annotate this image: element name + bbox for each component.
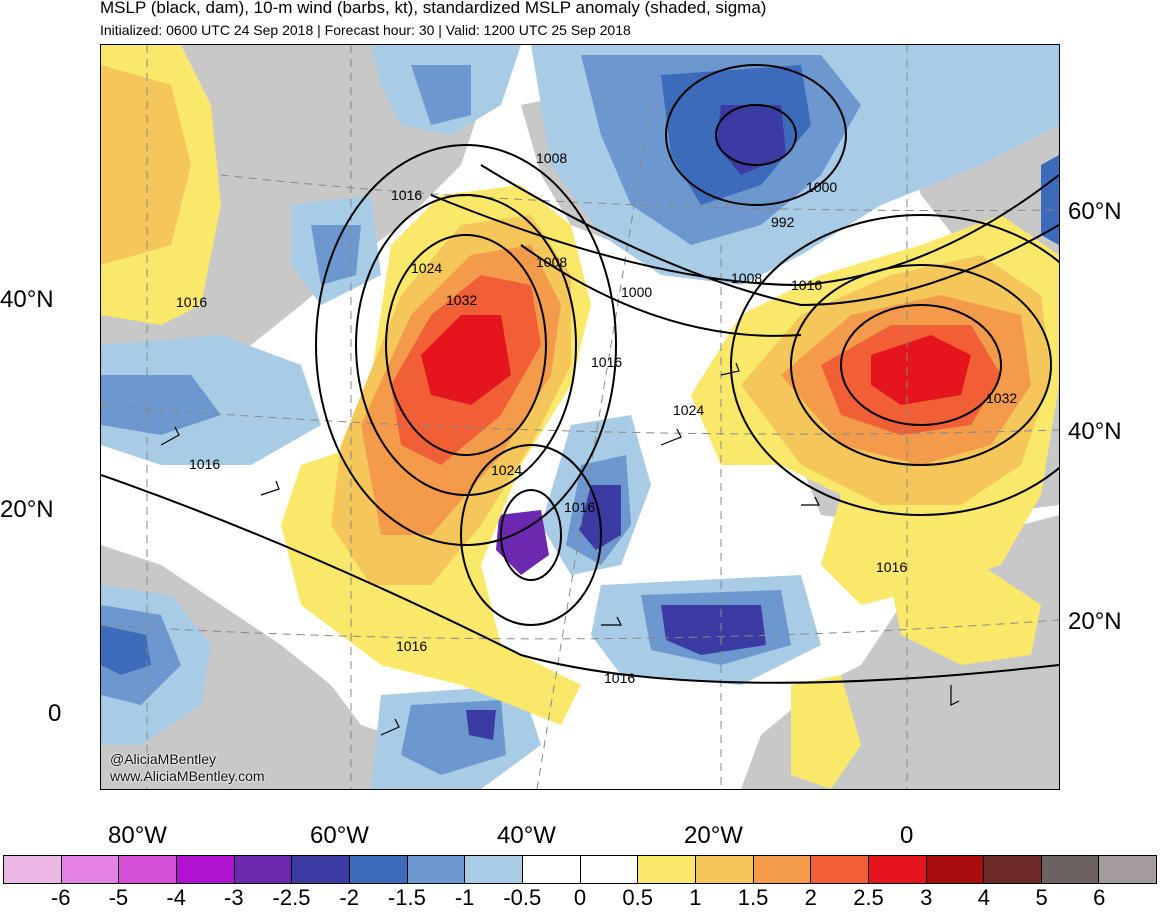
contour-label: 1016 (391, 187, 422, 203)
contour-label: 1016 (876, 559, 907, 575)
contour-label: 1016 (564, 499, 595, 515)
colorbar-swatch (407, 856, 466, 883)
left-lat-label: 40°N (0, 286, 54, 313)
colorbar-tick-label: -2.5 (272, 885, 311, 910)
isobars (101, 64, 1059, 684)
colorbar-tick-label: 6 (1093, 885, 1106, 910)
colorbar-tick-label: 4 (977, 885, 991, 910)
colorbar-swatch (580, 856, 639, 883)
contour-label: 1024 (673, 402, 704, 418)
right-lat-label: 20°N (1068, 608, 1122, 635)
colorbar-swatch (753, 856, 812, 883)
lon-label: 80°W (108, 822, 167, 849)
colorbar-swatch (1099, 856, 1157, 883)
colorbar-swatch (811, 856, 869, 883)
colorbar-tick-label: 1.5 (737, 885, 769, 910)
contour-label: 1008 (536, 254, 567, 270)
colorbar-swatch (1041, 856, 1100, 883)
colorbar-tick-label: -2 (339, 885, 359, 910)
colorbar-swatch (465, 856, 523, 883)
lon-label: 60°W (310, 822, 369, 849)
colorbar-swatch (4, 856, 62, 883)
contour-label: 1016 (189, 456, 220, 472)
colorbar-swatch (868, 856, 927, 883)
anomaly-colorbar (3, 855, 1157, 884)
colorbar-tick-label: 2 (804, 885, 817, 910)
right-lat-label: 60°N (1068, 198, 1122, 225)
colorbar-swatch (61, 856, 120, 883)
colorbar-swatch (638, 856, 696, 883)
contour-label: 1016 (396, 638, 427, 654)
colorbar-tick-label: -1.5 (387, 885, 426, 910)
left-lat-label: 20°N (0, 496, 54, 523)
left-lat-label: 0 (48, 700, 62, 727)
contour-label: 1016 (591, 354, 622, 370)
contour-label: 1016 (791, 277, 822, 293)
colorbar-swatch (926, 856, 985, 883)
colorbar-tick-label: -5 (108, 885, 129, 910)
contour-label: 1024 (411, 260, 442, 276)
contour-labels: 1008 1016 1016 1024 1032 1008 1000 1008 … (176, 150, 1017, 686)
map-subtitle: Initialized: 0600 UTC 24 Sep 2018 | Fore… (100, 22, 631, 38)
colorbar-swatch (234, 856, 293, 883)
colorbar-swatch (292, 856, 350, 883)
contour-label: 1032 (986, 390, 1017, 406)
contour-label: 1016 (176, 294, 207, 310)
colorbar-tick-label: -3 (224, 885, 244, 910)
lon-label: 20°W (684, 822, 743, 849)
contour-label: 992 (771, 214, 795, 230)
colorbar-swatch (176, 856, 235, 883)
colorbar-swatch (349, 856, 408, 883)
colorbar-tick-label: -0.5 (503, 885, 542, 910)
colorbar-tick-label: -4 (166, 885, 186, 910)
colorbar-tick-label: 1 (689, 885, 702, 910)
contour-label: 1016 (604, 670, 635, 686)
colorbar-tick-label: 5 (1035, 885, 1048, 910)
right-lat-label: 40°N (1068, 418, 1122, 445)
wind-barbs (160, 362, 960, 736)
lon-label: 0 (900, 822, 914, 849)
lon-label: 40°W (497, 822, 556, 849)
colorbar-swatch (522, 856, 581, 883)
graticule (101, 45, 1059, 789)
map-canvas: 1008 1016 1016 1024 1032 1008 1000 1008 … (101, 45, 1059, 789)
contour-label: 1008 (731, 270, 762, 286)
weather-map[interactable]: 1008 1016 1016 1024 1032 1008 1000 1008 … (100, 44, 1060, 790)
contour-label: 1032 (446, 292, 477, 308)
colorbar-tick-label: -1 (454, 885, 475, 910)
colorbar-swatch (119, 856, 177, 883)
colorbar-swatch (695, 856, 754, 883)
colorbar-swatch (984, 856, 1042, 883)
colorbar-tick-label: 2.5 (853, 885, 884, 910)
map-title: MSLP (black, dam), 10-m wind (barbs, kt)… (100, 0, 767, 17)
colorbar-tick-label: 0.5 (622, 885, 653, 910)
credit-website[interactable]: www.AliciaMBentley.com (110, 768, 265, 784)
contour-label: 1024 (491, 462, 522, 478)
credit-twitter: @AliciaMBentley (110, 751, 217, 767)
contour-label: 1000 (621, 284, 652, 300)
colorbar-tick-label: -6 (50, 885, 71, 910)
colorbar-tick-label: 0 (573, 885, 587, 910)
contour-label: 1008 (536, 150, 567, 166)
colorbar-tick-label: 3 (920, 885, 933, 910)
contour-label: 1000 (806, 179, 837, 195)
